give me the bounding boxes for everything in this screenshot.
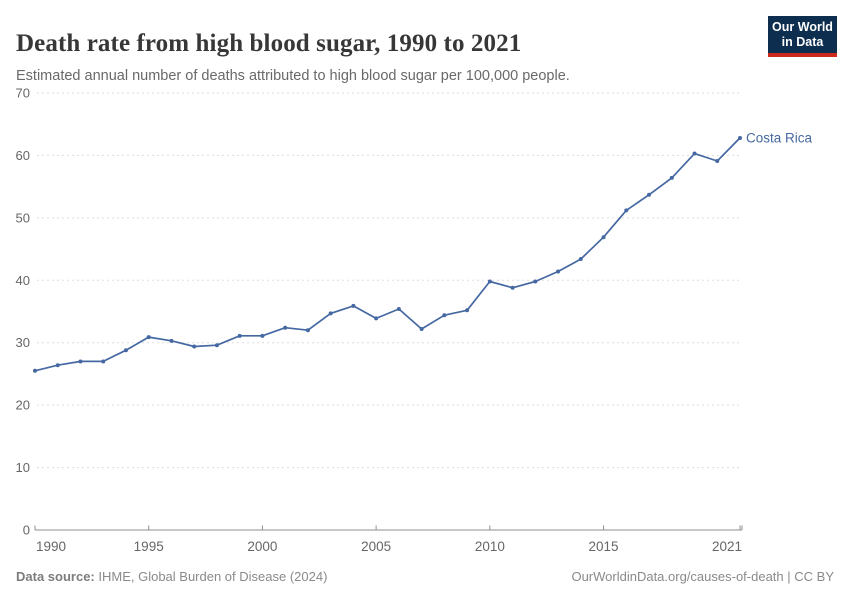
data-point[interactable] xyxy=(487,279,492,284)
y-axis-tick-label: 10 xyxy=(16,460,30,475)
data-point[interactable] xyxy=(328,311,333,316)
y-axis-tick-label: 0 xyxy=(23,523,30,538)
data-point[interactable] xyxy=(396,307,401,312)
data-point[interactable] xyxy=(624,208,629,213)
data-source-label: Data source: xyxy=(16,569,95,584)
data-point[interactable] xyxy=(283,325,288,330)
data-point[interactable] xyxy=(260,333,265,338)
data-point[interactable] xyxy=(647,192,652,197)
owid-logo-line1: Our World xyxy=(772,20,833,34)
series-line-costa-rica[interactable] xyxy=(34,137,741,372)
data-point[interactable] xyxy=(146,335,151,340)
data-source-note: Data source: IHME, Global Burden of Dise… xyxy=(16,569,327,584)
owid-url-link[interactable]: OurWorldinData.org/causes-of-death xyxy=(571,569,784,584)
data-point[interactable] xyxy=(442,313,447,318)
owid-logo-red-bar xyxy=(768,53,837,57)
data-point[interactable] xyxy=(578,257,583,262)
data-point[interactable] xyxy=(374,316,379,321)
y-axis-tick-label: 50 xyxy=(16,210,30,225)
owid-logo-text: Our World in Data xyxy=(768,16,837,53)
chart-title: Death rate from high blood sugar, 1990 t… xyxy=(16,29,522,57)
footer-divider: | xyxy=(783,569,795,584)
data-point[interactable] xyxy=(465,308,470,313)
y-axis-tick-label: 70 xyxy=(16,86,30,101)
x-axis-tick-label: 2005 xyxy=(361,539,391,554)
data-point[interactable] xyxy=(214,343,219,348)
data-point[interactable] xyxy=(419,326,424,331)
data-point[interactable] xyxy=(55,363,60,368)
x-axis-tick-label: 2010 xyxy=(475,539,505,554)
data-point[interactable] xyxy=(351,303,356,308)
y-axis-tick-label: 60 xyxy=(16,148,30,163)
y-axis-tick-label: 40 xyxy=(16,273,30,288)
x-axis-tick-label: 2021 xyxy=(712,539,742,554)
data-point[interactable] xyxy=(78,359,83,364)
y-axis-tick-label: 30 xyxy=(16,335,30,350)
data-point[interactable] xyxy=(510,285,515,290)
footer-attribution: OurWorldinData.org/causes-of-death | CC … xyxy=(571,569,834,584)
data-point[interactable] xyxy=(669,175,674,180)
data-point[interactable] xyxy=(123,348,128,353)
owid-logo[interactable]: Our World in Data xyxy=(768,16,837,57)
owid-logo-line2: in Data xyxy=(781,35,824,49)
data-point[interactable] xyxy=(533,279,538,284)
data-point[interactable] xyxy=(715,159,720,164)
x-axis-tick-label: 1995 xyxy=(134,539,164,554)
y-axis-tick-label: 20 xyxy=(16,398,30,413)
data-point[interactable] xyxy=(601,235,606,240)
data-point[interactable] xyxy=(738,135,742,140)
chart-subtitle: Estimated annual number of deaths attrib… xyxy=(16,67,570,84)
data-point[interactable] xyxy=(237,333,242,338)
data-point[interactable] xyxy=(692,151,697,156)
data-point[interactable] xyxy=(192,344,197,349)
x-axis-tick-label: 1990 xyxy=(36,539,66,554)
data-point[interactable] xyxy=(556,269,561,274)
data-source-value: IHME, Global Burden of Disease (2024) xyxy=(94,569,328,584)
data-point[interactable] xyxy=(101,359,106,364)
x-axis-tick-label: 2000 xyxy=(247,539,277,554)
chart-footer: Data source: IHME, Global Burden of Dise… xyxy=(16,569,834,584)
data-point[interactable] xyxy=(33,368,37,373)
data-point[interactable] xyxy=(305,328,310,333)
data-point[interactable] xyxy=(169,338,174,343)
license-badge: CC BY xyxy=(794,569,834,584)
series-end-label[interactable]: Costa Rica xyxy=(746,130,813,145)
x-axis-tick-label: 2015 xyxy=(589,539,619,554)
